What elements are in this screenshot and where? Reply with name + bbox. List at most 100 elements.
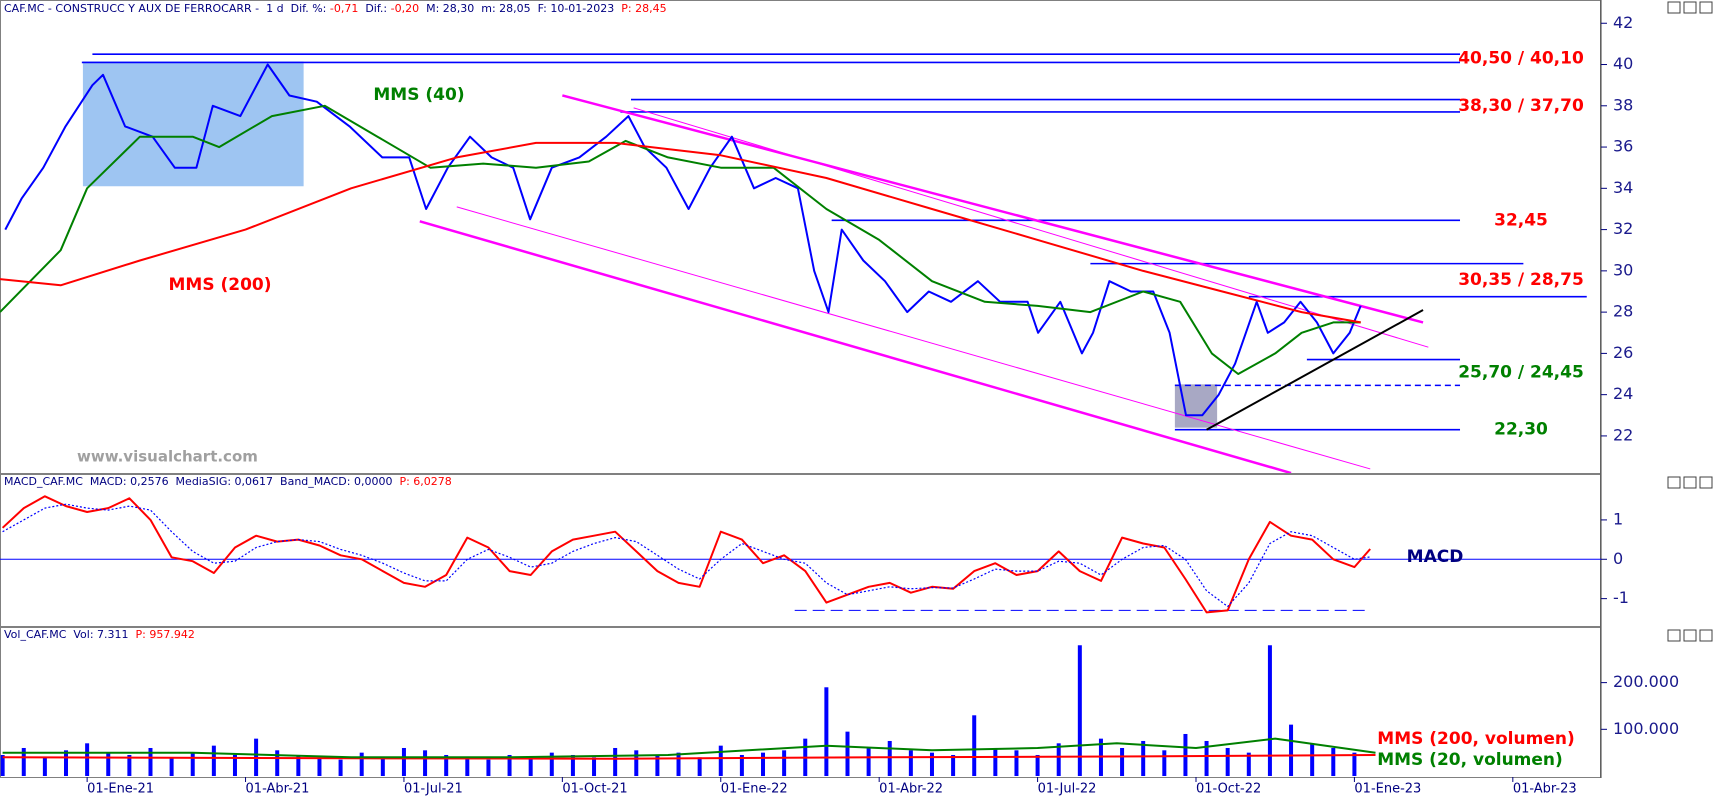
level-label: 32,45 bbox=[1494, 210, 1548, 230]
volume-bar bbox=[1331, 747, 1336, 776]
panel-plot bbox=[0, 495, 1601, 614]
series-line bbox=[0, 141, 1361, 324]
volume-bar bbox=[634, 750, 639, 776]
volume-bar bbox=[1162, 750, 1167, 776]
maximize-button[interactable] bbox=[1683, 629, 1697, 642]
volume-bar bbox=[676, 752, 681, 776]
header-part: P: 28,45 bbox=[621, 2, 666, 15]
trend-line bbox=[456, 206, 1371, 470]
volume-bar bbox=[761, 752, 766, 776]
x-tick-label: 01-Oct-22 bbox=[1196, 782, 1261, 797]
close-button[interactable] bbox=[1699, 476, 1713, 489]
x-tick-label: 01-Jul-21 bbox=[404, 782, 463, 797]
header-part: -0,20 bbox=[391, 2, 419, 15]
y-tick-label: 28 bbox=[1613, 302, 1633, 321]
volume-bar bbox=[486, 759, 491, 776]
level-label: 22,30 bbox=[1494, 420, 1548, 440]
level-label: 25,70 / 24,45 bbox=[1458, 362, 1584, 382]
panel-header: CAF.MC - CONSTRUCC Y AUX DE FERROCARR - … bbox=[4, 2, 667, 15]
x-tick-label: 01-Abr-22 bbox=[879, 782, 943, 797]
volume-bar bbox=[1183, 733, 1188, 776]
level-label: 40,50 / 40,10 bbox=[1458, 48, 1584, 68]
volume-bar bbox=[444, 754, 449, 776]
series-line bbox=[2, 503, 1371, 608]
y-tick-label: 26 bbox=[1613, 343, 1633, 362]
y-tick-label: 42 bbox=[1613, 13, 1633, 32]
y-tick-label: 30 bbox=[1613, 260, 1633, 279]
volume-bar bbox=[1289, 724, 1294, 776]
header-part: Vol_CAF.MC Vol: 7.311 bbox=[4, 628, 136, 641]
volume-bar bbox=[782, 750, 787, 776]
minimize-button[interactable] bbox=[1667, 1, 1681, 14]
volume-bar bbox=[972, 715, 977, 776]
volume-bar bbox=[1077, 645, 1082, 776]
x-tick-label: 01-Abr-23 bbox=[1513, 782, 1577, 797]
maximize-button[interactable] bbox=[1683, 1, 1697, 14]
maximize-button[interactable] bbox=[1683, 476, 1697, 489]
volume-bar bbox=[929, 752, 934, 776]
volume-bar bbox=[1267, 645, 1272, 776]
watermark: www.visualchart.com bbox=[77, 448, 258, 466]
volume-bar bbox=[1246, 752, 1251, 776]
x-tick-label: 01-Oct-21 bbox=[562, 782, 627, 797]
series-label: MMS (40) bbox=[373, 85, 464, 105]
trend-line bbox=[419, 220, 1292, 473]
panel-plot bbox=[0, 645, 1376, 776]
volume-bar bbox=[64, 750, 69, 776]
panel-plot bbox=[0, 53, 1587, 473]
header-part: CAF.MC - CONSTRUCC Y AUX DE FERROCARR - … bbox=[4, 2, 330, 15]
volume-bar bbox=[866, 747, 871, 776]
window-buttons bbox=[1667, 1, 1713, 642]
x-tick-label: 01-Abr-21 bbox=[246, 782, 310, 797]
volume-bar bbox=[824, 687, 829, 776]
volume-bar bbox=[845, 731, 850, 776]
minimize-button[interactable] bbox=[1667, 476, 1681, 489]
y-tick-label: 34 bbox=[1613, 178, 1633, 197]
close-button[interactable] bbox=[1699, 629, 1713, 642]
y-tick-label: 0 bbox=[1613, 549, 1623, 568]
y-tick-label: 36 bbox=[1613, 137, 1633, 156]
series-line bbox=[4, 63, 1362, 417]
volume-bar bbox=[148, 747, 153, 776]
volume-bar bbox=[739, 754, 744, 776]
volume-bar bbox=[338, 759, 343, 776]
volume-bar bbox=[507, 754, 512, 776]
volume-bar bbox=[465, 757, 470, 776]
volume-bar bbox=[169, 757, 174, 776]
volume-bar bbox=[1204, 740, 1209, 776]
volume-bar bbox=[655, 754, 660, 776]
header-part: M: 28,30 m: 28,05 F: 10-01-2023 bbox=[419, 2, 621, 15]
series-line bbox=[2, 754, 1376, 760]
volume-bar bbox=[528, 757, 533, 776]
trend-line bbox=[1206, 309, 1424, 431]
series-label: MMS (200, volumen) bbox=[1377, 729, 1574, 749]
x-tick-label: 01-Ene-21 bbox=[87, 782, 154, 797]
volume-bar bbox=[296, 754, 301, 776]
volume-bar bbox=[232, 754, 237, 776]
highlight-box bbox=[82, 61, 304, 187]
volume-bar bbox=[570, 754, 575, 776]
minimize-button[interactable] bbox=[1667, 629, 1681, 642]
x-tick-label: 01-Jul-22 bbox=[1038, 782, 1097, 797]
volume-bar bbox=[85, 743, 90, 776]
volume-bar bbox=[1035, 754, 1040, 776]
volume-bar bbox=[21, 747, 26, 776]
volume-bar bbox=[549, 752, 554, 776]
series-line bbox=[2, 737, 1376, 759]
volume-bar bbox=[359, 752, 364, 776]
volume-bar bbox=[106, 752, 111, 776]
volume-bar bbox=[1310, 743, 1315, 776]
header-part: -0,71 bbox=[330, 2, 358, 15]
header-part: P: 6,0278 bbox=[399, 475, 451, 488]
close-button[interactable] bbox=[1699, 1, 1713, 14]
volume-bar bbox=[592, 757, 597, 776]
level-label: 30,35 / 28,75 bbox=[1458, 270, 1584, 290]
y-tick-label: 1 bbox=[1613, 509, 1623, 528]
volume-bar bbox=[42, 757, 47, 776]
volume-bar bbox=[697, 757, 702, 776]
series-line bbox=[0, 104, 1361, 375]
volume-bar bbox=[1225, 747, 1230, 776]
volume-bar bbox=[275, 750, 280, 776]
y-tick-label: 40 bbox=[1613, 54, 1633, 73]
volume-bar bbox=[1056, 743, 1061, 776]
